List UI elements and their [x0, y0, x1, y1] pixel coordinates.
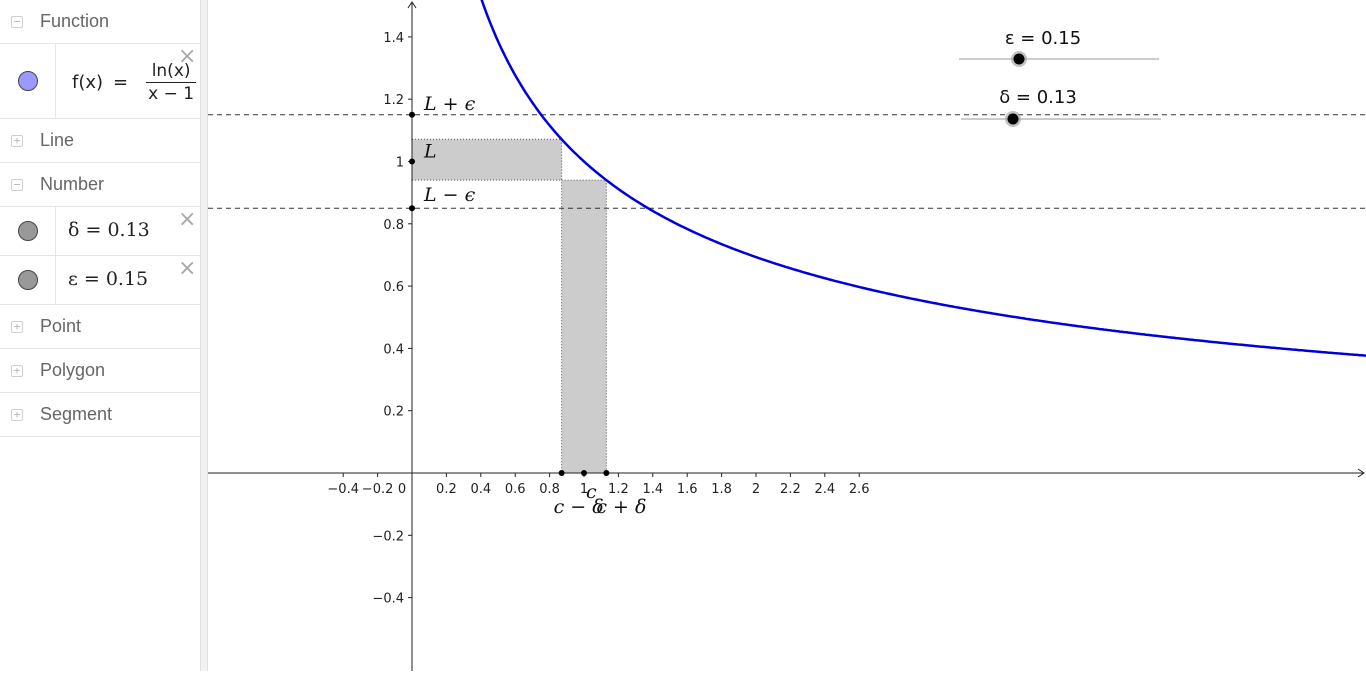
- slider-epsilon-handle[interactable]: [1013, 53, 1025, 65]
- y-tick-label: 1: [396, 156, 404, 171]
- label-l: L: [423, 141, 437, 163]
- point[interactable]: [409, 205, 415, 212]
- label-l-minus-epsilon: L − ϵ: [423, 184, 476, 206]
- label-l-plus-epsilon: L + ϵ: [423, 93, 476, 115]
- x-tick-labels: −0.4 −0.2 0 0.2 0.4 0.6 0.8 1 1.2 1.4 1.6 1.8 2 2.2 2.…: [327, 482, 869, 497]
- equals-sign: =: [113, 71, 129, 93]
- delta-expression[interactable]: δ = 0.13: [68, 219, 150, 241]
- x-tick-label: 0: [398, 482, 406, 497]
- visibility-toggle-icon[interactable]: [18, 270, 38, 290]
- graphics-view[interactable]: −0.4 −0.2 0 0.2 0.4 0.6 0.8 1 1.2 1.4 1.6 1.8 2 2.2 2.…: [208, 0, 1366, 671]
- y-tick-label: 0.2: [383, 405, 404, 420]
- label-c-minus-delta: c − δ: [554, 496, 604, 518]
- point[interactable]: [409, 111, 415, 118]
- marble-cell: [0, 256, 56, 304]
- numerator: ln(x): [151, 60, 191, 81]
- delta-band-rect: [561, 179, 607, 474]
- x-tick-label: 1: [580, 482, 588, 497]
- group-polygon[interactable]: + Polygon: [0, 349, 200, 393]
- y-tick-labels: 0.2 0.4 0.6 0.8 1 1.2 1.4 −0.2 −0.4: [372, 31, 404, 607]
- expand-icon[interactable]: +: [11, 134, 23, 147]
- fraction: ln(x) x − 1: [146, 60, 197, 104]
- y-axis-arrow-icon: [407, 1, 417, 9]
- x-tick-marks: [342, 473, 860, 477]
- x-tick-label: 2.6: [849, 482, 870, 497]
- group-label: Point: [40, 316, 82, 336]
- expand-icon[interactable]: +: [11, 408, 23, 421]
- expand-icon[interactable]: +: [11, 320, 23, 333]
- x-tick-label: 1.8: [711, 482, 732, 497]
- x-tick-label: 0.6: [505, 482, 526, 497]
- algebra-item-delta[interactable]: δ = 0.13 ×: [0, 207, 200, 256]
- slider-delta-label: δ = 0.13: [999, 87, 1077, 108]
- slider-epsilon[interactable]: ε = 0.15: [959, 28, 1159, 67]
- point[interactable]: [581, 470, 587, 476]
- label-c: c: [586, 481, 597, 503]
- x-tick-label: 1.6: [677, 482, 698, 497]
- slider-delta-handle[interactable]: [1007, 113, 1019, 125]
- group-function[interactable]: − Function: [0, 0, 200, 44]
- y-tick-label: 1.4: [383, 31, 404, 46]
- y-tick-label: −0.2: [372, 529, 404, 544]
- point[interactable]: [558, 470, 565, 476]
- group-label: Function: [40, 11, 110, 31]
- graphics-canvas[interactable]: −0.4 −0.2 0 0.2 0.4 0.6 0.8 1 1.2 1.4 1.6 1.8 2 2.2 2.…: [208, 0, 1366, 671]
- slider-epsilon-label: ε = 0.15: [1005, 28, 1081, 49]
- x-tick-label: 1.2: [608, 482, 629, 497]
- points: [409, 111, 610, 476]
- denominator: x − 1: [146, 81, 197, 104]
- x-tick-label: 2.2: [780, 482, 801, 497]
- y-tick-label: −0.4: [372, 592, 404, 607]
- marble-cell: [0, 44, 56, 118]
- x-tick-label: 0.4: [470, 482, 491, 497]
- point[interactable]: [409, 158, 415, 165]
- group-label: Number: [40, 174, 105, 194]
- close-icon[interactable]: ×: [178, 44, 197, 69]
- function-curve[interactable]: [476, 0, 1366, 357]
- group-line[interactable]: + Line: [0, 119, 200, 163]
- view-divider[interactable]: [200, 0, 208, 671]
- group-label: Segment: [40, 404, 113, 424]
- collapse-icon[interactable]: −: [11, 15, 23, 28]
- group-number[interactable]: − Number: [0, 163, 200, 207]
- marble-cell: [0, 207, 56, 255]
- x-tick-label: −0.4: [327, 482, 359, 497]
- label-c-plus-delta: c + δ: [596, 496, 646, 518]
- y-tick-marks: [408, 36, 412, 599]
- x-tick-label: 2.4: [814, 482, 835, 497]
- expand-icon[interactable]: +: [11, 364, 23, 377]
- slider-delta[interactable]: δ = 0.13: [961, 87, 1161, 127]
- x-tick-label: 1.4: [642, 482, 663, 497]
- group-label: Line: [40, 130, 75, 150]
- x-tick-label: 2: [752, 482, 760, 497]
- group-segment[interactable]: + Segment: [0, 393, 200, 437]
- x-tick-label: 0.2: [436, 482, 457, 497]
- x-tick-label: 0.8: [539, 482, 560, 497]
- visibility-toggle-icon[interactable]: [18, 71, 38, 91]
- y-tick-label: 0.4: [383, 342, 404, 357]
- function-name: f(x): [72, 71, 104, 93]
- close-icon[interactable]: ×: [178, 207, 197, 232]
- algebra-view: − Function f(x) = ln(x) x − 1 × + Line −…: [0, 0, 201, 671]
- y-tick-label: 1.2: [383, 93, 404, 108]
- function-expression[interactable]: f(x) = ln(x) x − 1: [72, 60, 197, 104]
- group-label: Polygon: [40, 360, 106, 380]
- y-tick-label: 0.6: [383, 280, 404, 295]
- y-tick-label: 0.8: [383, 218, 404, 233]
- collapse-icon[interactable]: −: [11, 178, 23, 191]
- group-point[interactable]: + Point: [0, 305, 200, 349]
- algebra-item-epsilon[interactable]: ε = 0.15 ×: [0, 256, 200, 305]
- algebra-item-function[interactable]: f(x) = ln(x) x − 1 ×: [0, 44, 200, 119]
- epsilon-expression[interactable]: ε = 0.15: [68, 268, 149, 290]
- visibility-toggle-icon[interactable]: [18, 221, 38, 241]
- x-tick-label: −0.2: [362, 482, 394, 497]
- point[interactable]: [603, 470, 610, 476]
- close-icon[interactable]: ×: [178, 256, 197, 281]
- x-axis-arrow-icon: [1357, 468, 1365, 478]
